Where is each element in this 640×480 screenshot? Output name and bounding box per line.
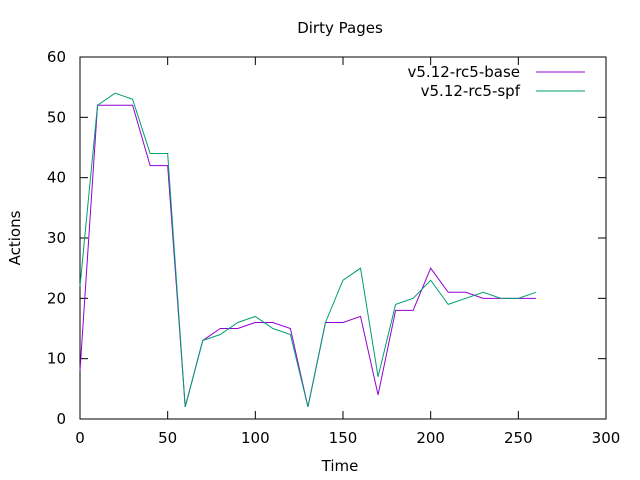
y-tick-label: 10: [47, 350, 66, 368]
x-axis-label: Time: [321, 457, 359, 475]
series-line-2: [79, 92, 537, 408]
legend-label-2: v5.12-rc5-spf: [421, 82, 521, 100]
y-tick-label: 60: [47, 48, 66, 66]
y-tick-label: 30: [47, 229, 66, 247]
y-axis-label: Actions: [6, 210, 24, 265]
y-tick-label: 0: [56, 410, 66, 428]
plot-area: 0 50 100 150 200 250 300 0 10 20 30 40 50 60: [47, 48, 620, 447]
x-tick-label: 100: [241, 429, 270, 447]
x-tick-label: 250: [504, 429, 533, 447]
x-tick-label: 200: [416, 429, 445, 447]
x-tick-label: 150: [329, 429, 358, 447]
chart-title: Dirty Pages: [297, 19, 383, 37]
y-tick-label: 20: [47, 289, 66, 307]
legend-label-1: v5.12-rc5-base: [408, 63, 521, 81]
y-tick-label: 40: [47, 169, 66, 187]
x-tick-label: 0: [75, 429, 85, 447]
y-tick-label: 50: [47, 108, 66, 126]
plot-frame: [79, 56, 607, 420]
series-line-1: [79, 104, 536, 408]
x-tick-label: 50: [158, 429, 177, 447]
x-tick-label: 300: [592, 429, 621, 447]
